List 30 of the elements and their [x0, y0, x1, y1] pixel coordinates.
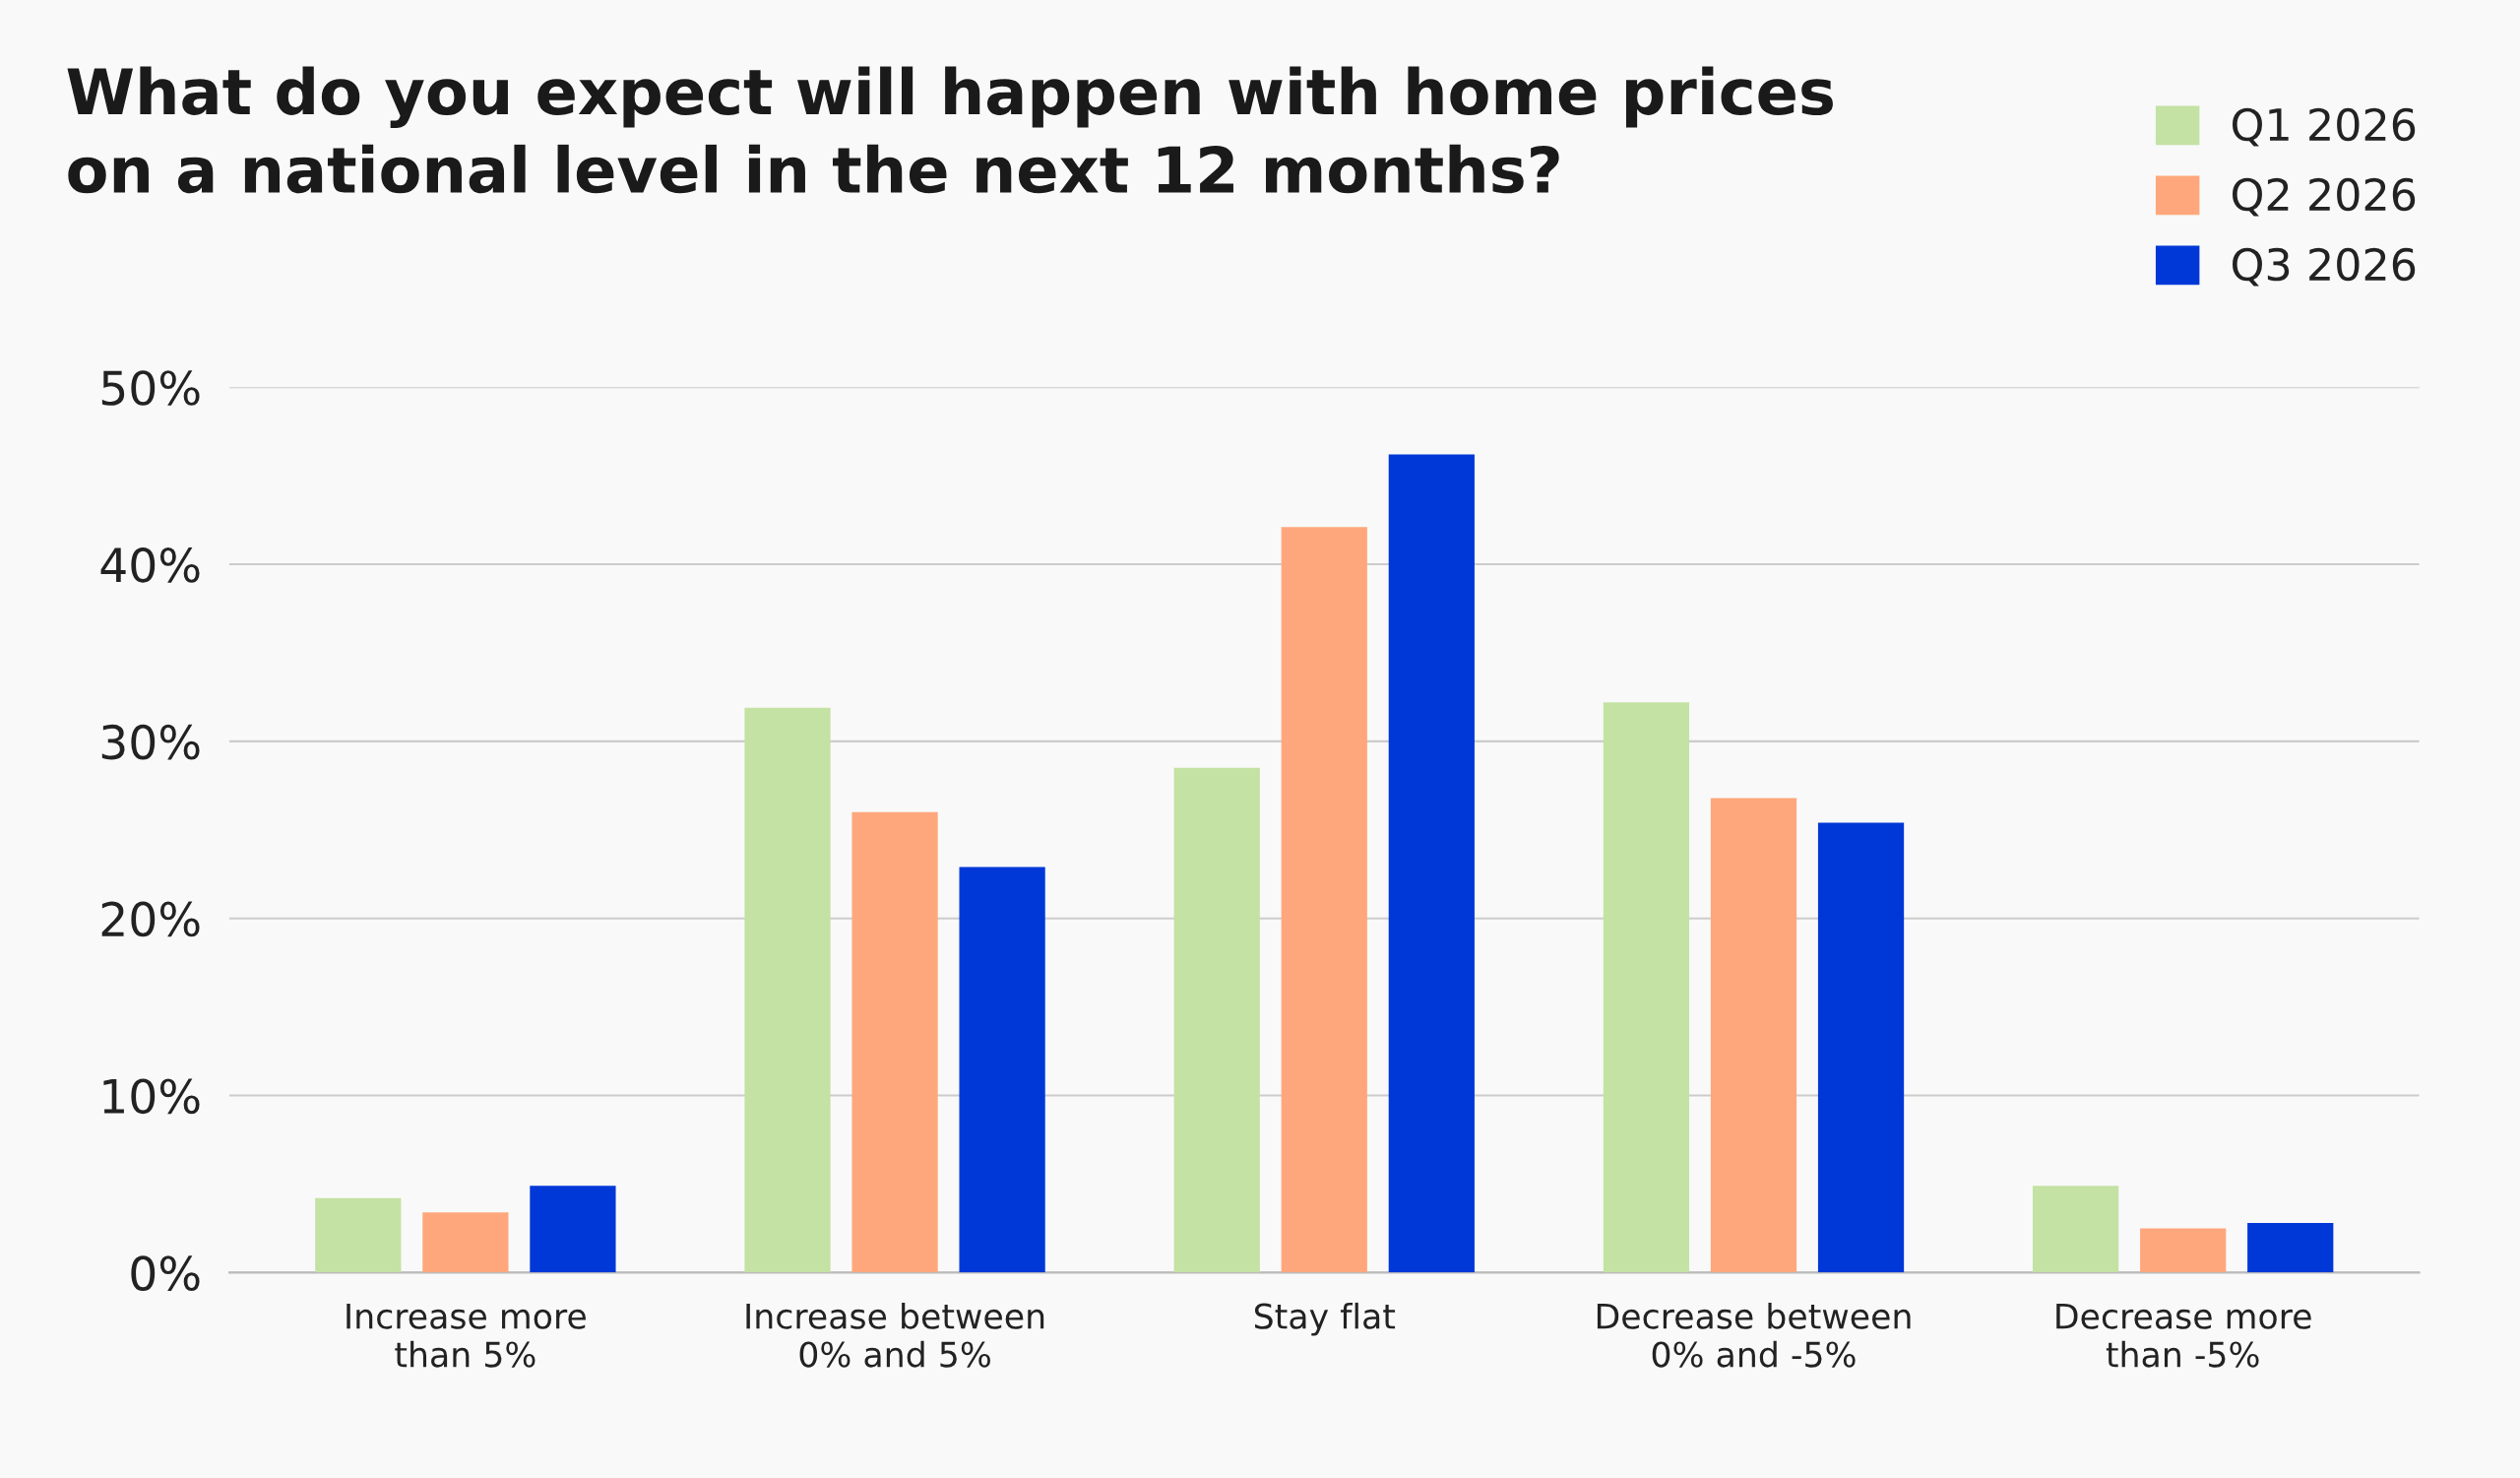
legend-label: Q3 2026 [2232, 247, 2416, 287]
bar [851, 811, 938, 1273]
y-tick-label: 40% [100, 546, 200, 583]
bar [744, 707, 831, 1273]
y-tick-label: 30% [101, 724, 200, 760]
bar [315, 1197, 402, 1273]
bar [1817, 822, 1905, 1273]
bar [2140, 1228, 2227, 1273]
y-tick-label: 0% [131, 1255, 200, 1291]
bar [1173, 767, 1260, 1273]
bar [959, 867, 1045, 1273]
bar [530, 1186, 616, 1273]
y-tick-label: 20% [101, 901, 200, 937]
chart-title: What do you expect will happen with home prices on a national level in the next 12 months? [67, 66, 1833, 194]
y-tick-label: 10% [103, 1078, 200, 1115]
y-tick-label: 50% [101, 370, 200, 406]
x-tick-label: Stay flat [1254, 1302, 1396, 1336]
bar [1603, 702, 1690, 1273]
x-tick-label: Decrease more than -5% [2056, 1303, 2311, 1368]
bar [1388, 454, 1475, 1273]
legend-label: Q1 2026 [2232, 107, 2416, 147]
legend-label: Q2 2026 [2232, 177, 2416, 217]
x-tick-label: Increase more than 5% [346, 1303, 586, 1368]
bar [1710, 798, 1797, 1273]
bar [2033, 1186, 2119, 1273]
bar [2247, 1223, 2334, 1273]
bar [1281, 527, 1367, 1273]
x-tick-label: Decrease between 0% and -5% [1597, 1302, 1911, 1368]
x-tick-label: Increase between 0% and 5% [746, 1302, 1044, 1368]
bar [422, 1212, 509, 1273]
